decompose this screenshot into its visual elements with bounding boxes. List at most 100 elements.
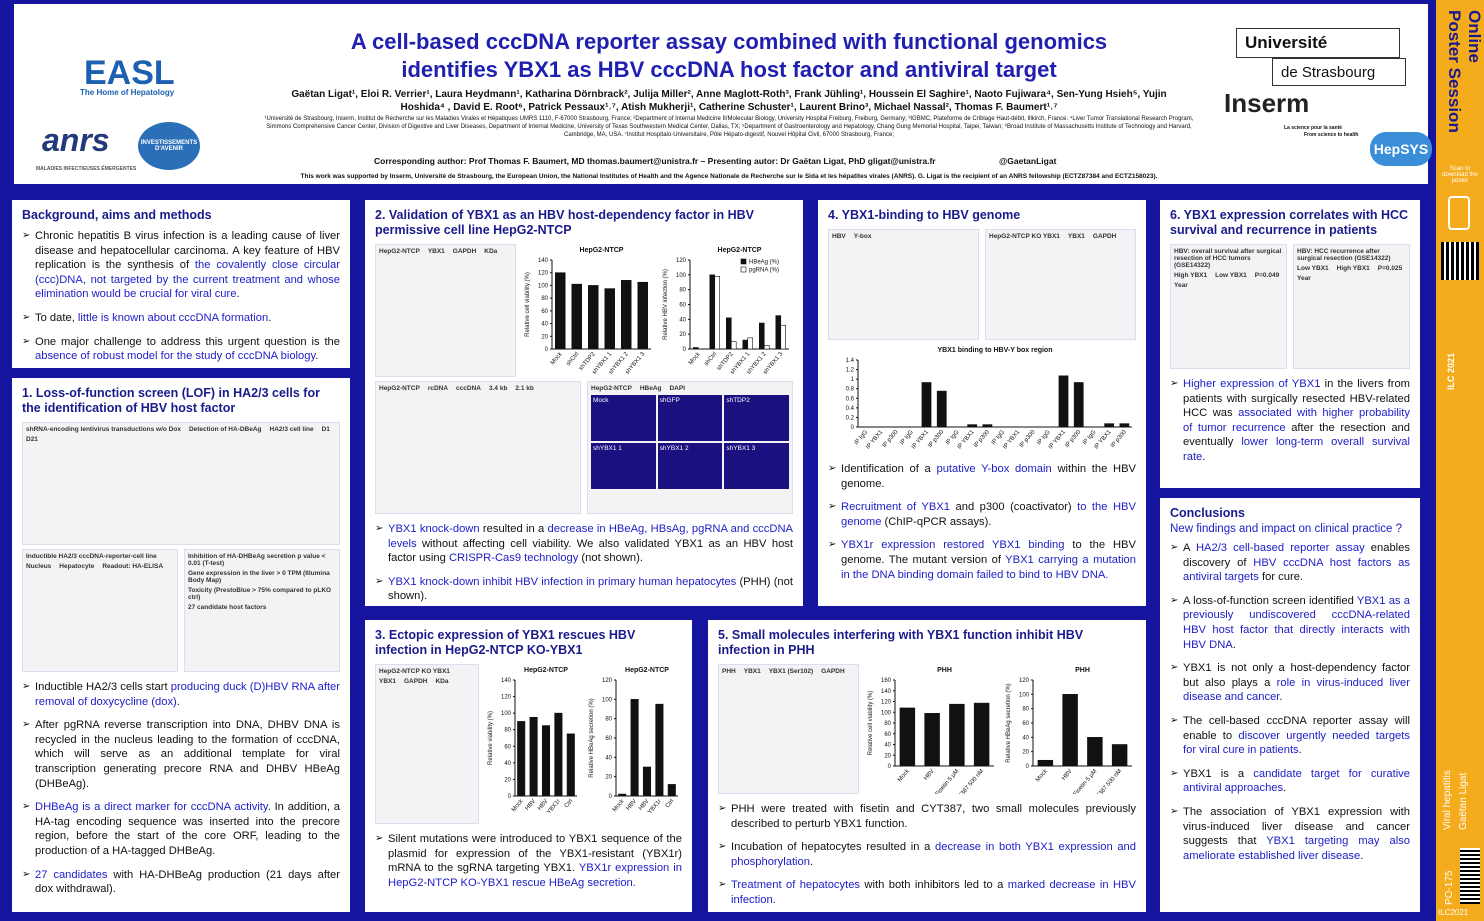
- figure-label: YBX1: [743, 668, 761, 675]
- figure-panel: HepG2-NTCP KO YBX1 YBX1 GAPDH: [985, 229, 1136, 340]
- y-tick-label: 80: [606, 717, 613, 723]
- easl-logo: EASL: [84, 54, 175, 92]
- bar: [1062, 694, 1079, 767]
- bar: [1087, 737, 1103, 767]
- y-axis-label: Relative HBV infection (%): [663, 269, 669, 340]
- chart-box: PHH Relative cell viability (%) 0 20 40 60 80 1…: [865, 664, 998, 794]
- bullet: To date, little is known about cccDNA fo…: [22, 311, 340, 326]
- figure-label: YBX1: [379, 678, 396, 685]
- bar: [967, 423, 978, 427]
- brand: Poster Session Online: [1445, 10, 1484, 133]
- bullet-text: Chronic hepatitis B virus infection is a…: [35, 230, 340, 272]
- y-tick-label: 100: [881, 710, 892, 716]
- highlight-text: YBX1 as a previously undiscovered cccDNA…: [1183, 594, 1410, 651]
- figure: HepG2-NTCP YBX1 GAPDH KDa HepG2-NTCP Relative…: [375, 244, 793, 514]
- highlight-text: candidate target for curative antiviral …: [1183, 767, 1411, 795]
- bullet-text: in the livers from patients with surgica…: [1183, 378, 1410, 420]
- bullet-text: A loss-of-function screen identified: [1183, 594, 1357, 607]
- chart-title: HepG2-NTCP: [579, 247, 623, 254]
- bullet-text: .: [1283, 782, 1287, 795]
- figure-row: HepG2-NTCP YBX1 GAPDH KDa HepG2-NTCP Relative…: [375, 244, 793, 377]
- y-tick-label: 40: [606, 755, 613, 761]
- figure: HBV: overall survival after surgical res…: [1170, 244, 1410, 369]
- highlight-text: marked decrease in HBV infection: [731, 879, 1136, 906]
- bar: [742, 339, 749, 350]
- bar: [541, 725, 550, 797]
- bar: [982, 423, 993, 427]
- section-intro: New findings and impact on clinical prac…: [1170, 523, 1403, 535]
- bullet: The cell-based cccDNA reporter assay wil…: [1170, 714, 1410, 758]
- figure-label: 27 candidate host factors: [188, 604, 267, 611]
- figure-label: HBeAg: [639, 385, 662, 392]
- y-tick-label: 160: [881, 678, 892, 684]
- bullet-text: for cure.: [1258, 571, 1304, 584]
- figure-panel: shRNA-encoding lentivirus transductions …: [22, 422, 340, 545]
- y-tick-label: 20: [606, 775, 613, 781]
- chart-box: PHH Relative HBeAg secretion (%) 0 20 40 60 80…: [1003, 664, 1136, 794]
- x-tick-label: IP YBX1: [865, 428, 884, 450]
- y-tick-label: 0: [851, 425, 855, 431]
- figure-label: 2.1 kb: [515, 385, 534, 392]
- highlight-text: role in virus-induced liver disease and …: [1183, 676, 1410, 704]
- bullet-text: (not shown).: [578, 552, 643, 565]
- bullet-text: within the HBV genome.: [841, 463, 1137, 490]
- bar: [630, 699, 639, 797]
- x-tick-label: Mock: [511, 798, 525, 814]
- x-tick-label: Fisetin 5 µM: [934, 768, 960, 794]
- y-tick-label: 40: [884, 743, 891, 749]
- bar: [668, 784, 677, 797]
- bullet: YBX1 is a candidate target for curative …: [1170, 767, 1410, 796]
- figure-panel: PHH YBX1 YBX1 (Ser102) GAPDH: [718, 664, 859, 794]
- header: EASL The Home of Hepatology anrs MALADIE…: [14, 4, 1432, 184]
- mini-chart: HepG2-NTCP Relative HBV infection (%) 0 20 4…: [663, 247, 790, 376]
- section-title: Background, aims and methods: [22, 208, 212, 222]
- y-tick-label: 0: [1026, 764, 1030, 770]
- figure-label: High YBX1: [1336, 265, 1370, 272]
- section-title: 5. Small molecules interfering with YBX1…: [718, 628, 1084, 657]
- x-tick-label: IP p300: [1064, 428, 1082, 448]
- figure-label: Year: [1174, 282, 1188, 289]
- figure-label: GAPDH: [403, 678, 428, 685]
- y-tick-label: 60: [680, 303, 687, 309]
- sidebar: Poster Session Online Scan to download t…: [1436, 0, 1484, 921]
- figure-panel: Inductible HA2/3 cccDNA-reporter-cell li…: [22, 549, 178, 672]
- figure-panel: HepG2-NTCP HBeAg DAPI Mock shGFP shTDP2 shYBX1…: [587, 381, 793, 514]
- y-tick-label: 120: [602, 678, 613, 684]
- bullet-text: A: [1183, 542, 1196, 554]
- bullet: YBX1 knock-down inhibit HBV infection in…: [375, 575, 793, 604]
- y-tick-label: 100: [1019, 692, 1030, 698]
- figure-label: P=0.025: [1377, 265, 1403, 272]
- y-tick-label: 100: [501, 711, 512, 717]
- figure-label: GAPDH: [1092, 233, 1117, 240]
- inserm-tag-2: From science to health: [1304, 132, 1359, 138]
- x-tick-label: HBV: [923, 768, 936, 781]
- bar: [714, 276, 721, 350]
- bullet-text: and p300 (coactivator): [950, 501, 1078, 514]
- bullet-text: with HA-DHBeAg production (21 days after…: [35, 868, 340, 896]
- bullet-text: . In addition, a HA-tag encoding sequenc…: [35, 801, 340, 857]
- image-grid: Mock shGFP shTDP2 shYBX1 1 shYBX1 2 shYBX1 3: [591, 395, 789, 489]
- support: This work was supported by Inserm, Unive…: [300, 173, 1158, 180]
- bullet-text: One major challenge to address this urge…: [35, 335, 340, 348]
- authors: Gaëtan Ligat¹, Eloi R. Verrier¹, Laura H…: [291, 89, 1167, 113]
- bullet-text: resulted in a: [479, 523, 548, 535]
- twitter: @GaetanLigat: [999, 156, 1057, 166]
- figure-label: Gene expression in the liver > 0 TPM (Il…: [188, 570, 330, 584]
- y-tick-label: 120: [1019, 678, 1030, 684]
- y-tick-label: 0.8: [846, 386, 855, 392]
- bar: [1119, 422, 1130, 427]
- figure-label: Y-box: [853, 233, 872, 240]
- x-tick-label: IP YBX1: [1002, 428, 1021, 450]
- section: Background, aims and methods Chronic hepa…: [12, 200, 350, 368]
- bullet-text: After pgRNA reverse transcription into D…: [35, 719, 340, 790]
- topic: Viral hepatitis: [1442, 770, 1453, 830]
- x-tick-label: Mock: [688, 351, 702, 367]
- x-tick-label: IP p300: [1110, 428, 1128, 448]
- x-tick-label: IP p300: [882, 428, 900, 448]
- y-tick-label: 40: [680, 317, 687, 323]
- y-tick-label: 1.4: [846, 358, 855, 364]
- bullet: A HA2/3 cell-based reporter assay enable…: [1170, 541, 1410, 585]
- bar: [709, 274, 716, 350]
- bar: [655, 703, 664, 797]
- qr-code: [1441, 242, 1479, 280]
